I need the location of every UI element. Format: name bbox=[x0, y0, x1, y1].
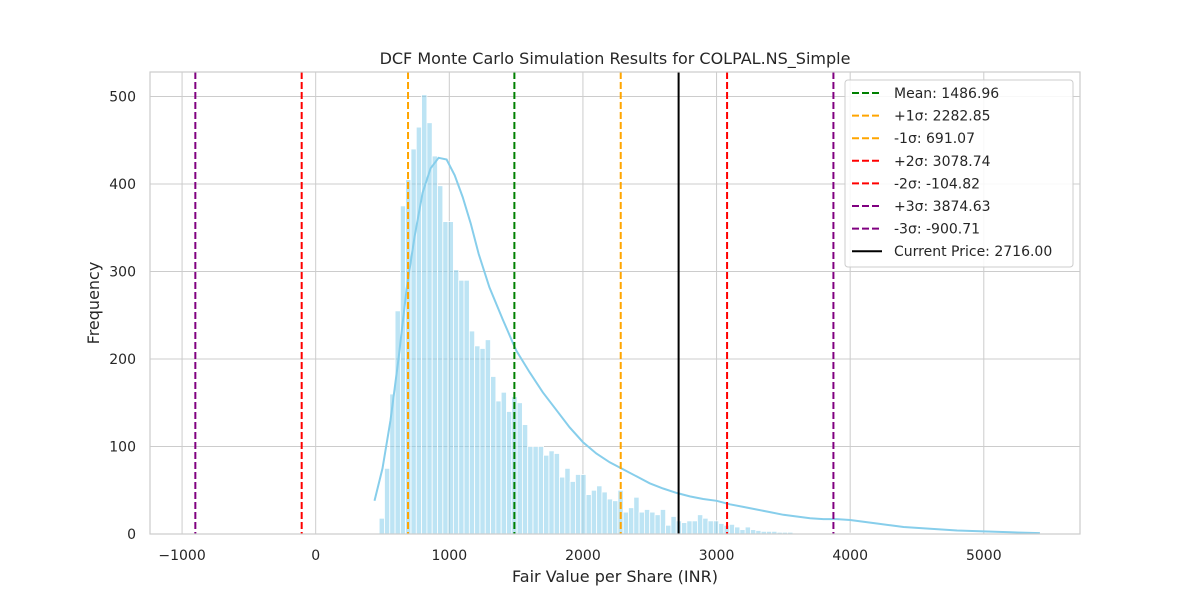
histogram-bar bbox=[590, 489, 598, 535]
legend: Mean: 1486.96 +1σ: 2282.85 -1σ: 691.07 +2σ:… bbox=[844, 79, 1074, 268]
histogram-bar bbox=[612, 500, 619, 535]
x-tick-label: 3000 bbox=[699, 548, 735, 564]
histogram-bar bbox=[559, 476, 566, 535]
histogram-bar bbox=[734, 526, 741, 535]
histogram-bar bbox=[712, 520, 720, 535]
reference-lines bbox=[194, 72, 835, 534]
histogram-bar bbox=[585, 494, 592, 535]
y-tick-label: 0 bbox=[127, 527, 136, 543]
histogram-bar bbox=[686, 520, 693, 535]
kde-curve bbox=[373, 156, 1040, 535]
plot-frame bbox=[149, 71, 1081, 535]
histogram-bar bbox=[649, 511, 656, 535]
y-tick-label: 400 bbox=[109, 177, 136, 193]
histogram-bar bbox=[606, 498, 613, 535]
histogram-bar bbox=[495, 400, 502, 535]
x-tick-label: 2000 bbox=[565, 548, 601, 564]
x-tick-label: 0 bbox=[311, 548, 320, 564]
histogram-bar bbox=[431, 155, 438, 535]
histogram-bar bbox=[628, 507, 635, 535]
x-tick-label: 1000 bbox=[431, 548, 467, 564]
histogram-bar bbox=[564, 467, 571, 535]
x-axis-title: Fair Value per Share (INR) bbox=[512, 567, 718, 586]
y-axis-title: Frequency bbox=[84, 262, 103, 345]
histogram-bar bbox=[484, 339, 491, 535]
histogram-bar bbox=[702, 517, 709, 535]
histogram-bar bbox=[490, 376, 497, 535]
histogram-bar bbox=[575, 474, 582, 535]
histogram-bar bbox=[479, 348, 486, 535]
histogram-bar bbox=[569, 481, 576, 535]
histogram-bar bbox=[633, 496, 640, 535]
x-tick-label: −1000 bbox=[158, 548, 205, 564]
histogram-bar bbox=[654, 514, 661, 535]
histogram-bar bbox=[548, 450, 555, 535]
histogram-bar bbox=[453, 269, 460, 535]
histogram-bar bbox=[474, 345, 481, 535]
legend-label: -3σ: -900.71 bbox=[894, 222, 980, 238]
histogram-bar bbox=[506, 411, 513, 535]
histogram-bar bbox=[553, 453, 560, 535]
histogram-bar bbox=[532, 446, 539, 535]
histogram-bar bbox=[739, 529, 746, 535]
histogram-bar bbox=[410, 148, 417, 535]
legend-label: Mean: 1486.96 bbox=[894, 86, 999, 102]
x-tick-labels: −1000 0 1000 2000 3000 4000 5000 bbox=[158, 548, 1001, 564]
y-tick-labels: 0 100 200 300 400 500 bbox=[109, 90, 136, 544]
y-tick-label: 500 bbox=[109, 90, 136, 106]
histogram-bar bbox=[750, 529, 757, 535]
histogram-bar bbox=[665, 524, 672, 535]
histogram-bar bbox=[744, 526, 751, 535]
histogram-bar bbox=[468, 330, 476, 535]
histogram-bar bbox=[527, 446, 534, 535]
legend-label: Current Price: 2716.00 bbox=[894, 244, 1052, 260]
histogram-bar bbox=[697, 514, 704, 535]
histogram-bar bbox=[442, 221, 449, 535]
histogram-bar bbox=[580, 474, 587, 535]
histogram-bar bbox=[643, 509, 651, 535]
histogram-bar bbox=[670, 516, 677, 535]
legend-label: -2σ: -104.82 bbox=[894, 176, 980, 192]
histogram-bar bbox=[622, 511, 629, 535]
histogram-bar bbox=[421, 94, 428, 535]
y-tick-label: 100 bbox=[109, 440, 136, 456]
histogram-bar bbox=[516, 402, 523, 535]
legend-box bbox=[844, 79, 1074, 268]
histogram-bar bbox=[537, 446, 545, 535]
legend-label: +2σ: 3078.74 bbox=[894, 154, 991, 170]
histogram-bar bbox=[415, 126, 422, 535]
y-tick-label: 300 bbox=[109, 265, 136, 281]
histogram-bar bbox=[399, 205, 407, 535]
histogram-bar bbox=[681, 522, 688, 535]
chart-title: DCF Monte Carlo Simulation Results for C… bbox=[380, 49, 851, 69]
histogram-bar bbox=[458, 279, 465, 535]
y-tick-label: 200 bbox=[109, 352, 136, 368]
legend-label: +1σ: 2282.85 bbox=[894, 109, 991, 125]
histogram-bar bbox=[500, 391, 507, 535]
histogram-bar bbox=[543, 454, 550, 535]
histogram-bar bbox=[691, 520, 698, 535]
histogram-bar bbox=[463, 279, 470, 535]
histogram-bar bbox=[728, 523, 735, 535]
histogram-bar bbox=[638, 511, 645, 535]
histogram-bar bbox=[378, 517, 385, 535]
x-tick-label: 4000 bbox=[832, 548, 868, 564]
histogram-bar bbox=[707, 520, 714, 535]
histogram-bar bbox=[596, 485, 603, 535]
legend-label: -1σ: 691.07 bbox=[894, 131, 975, 147]
histogram-bar bbox=[426, 122, 433, 535]
histogram-bar bbox=[601, 491, 608, 535]
histogram-bar bbox=[659, 509, 667, 535]
legend-items: Mean: 1486.96 +1σ: 2282.85 -1σ: 691.07 +2σ:… bbox=[852, 86, 1052, 260]
legend-label: +3σ: 3874.63 bbox=[894, 199, 991, 215]
x-tick-label: 5000 bbox=[966, 548, 1002, 564]
histogram-bar bbox=[447, 221, 454, 535]
histogram-bar bbox=[384, 467, 391, 535]
histogram-bar bbox=[521, 424, 529, 535]
histogram-bar bbox=[437, 185, 444, 535]
histogram-bar bbox=[718, 523, 725, 535]
